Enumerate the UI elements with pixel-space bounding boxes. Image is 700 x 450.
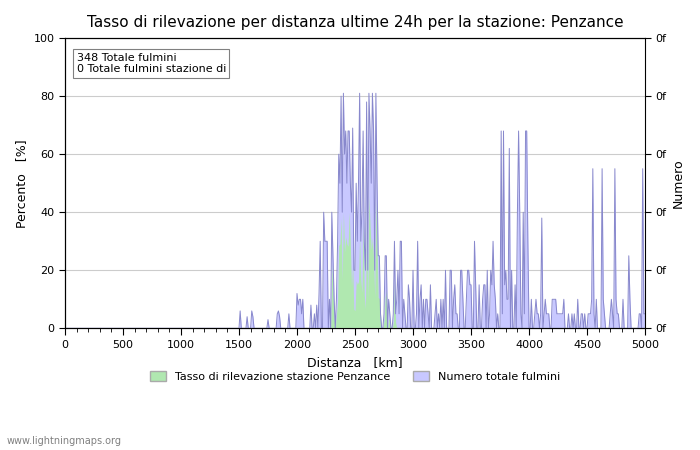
Title: Tasso di rilevazione per distanza ultime 24h per la stazione: Penzance: Tasso di rilevazione per distanza ultime… bbox=[87, 15, 623, 30]
Text: www.lightningmaps.org: www.lightningmaps.org bbox=[7, 436, 122, 446]
X-axis label: Distanza   [km]: Distanza [km] bbox=[307, 356, 402, 369]
Legend: Tasso di rilevazione stazione Penzance, Numero totale fulmini: Tasso di rilevazione stazione Penzance, … bbox=[145, 367, 565, 387]
Text: 348 Totale fulmini
0 Totale fulmini stazione di: 348 Totale fulmini 0 Totale fulmini staz… bbox=[76, 53, 226, 74]
Y-axis label: Numero: Numero bbox=[672, 158, 685, 208]
Y-axis label: Percento   [%]: Percento [%] bbox=[15, 139, 28, 228]
